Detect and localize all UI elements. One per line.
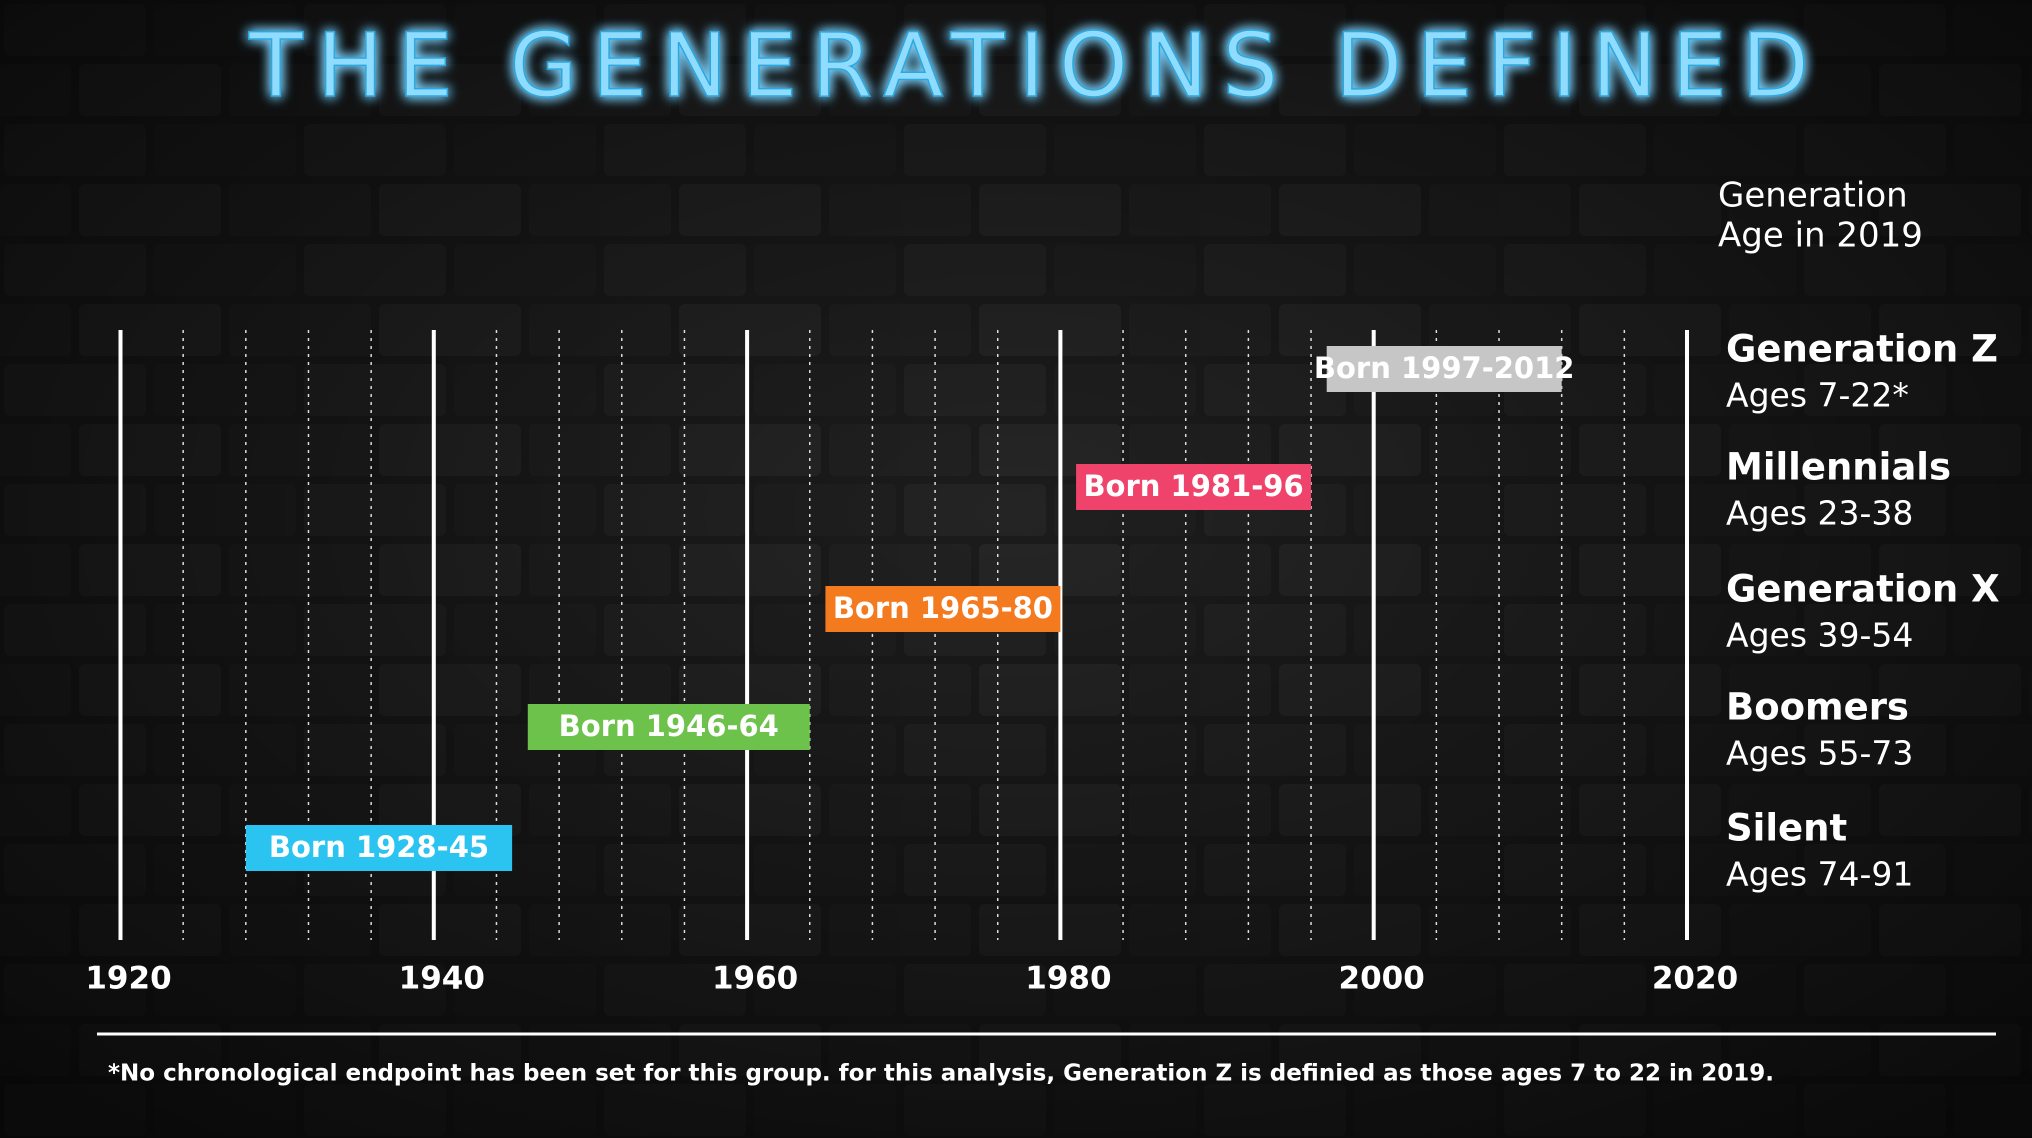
- age-label: Ages 55-73: [1726, 734, 1913, 773]
- legend-header: Age in 2019: [1718, 216, 1923, 256]
- bar: [1076, 464, 1312, 510]
- plot: 1920 1940 1960 1980 2000 2020 Born 1997-2012 Ge…: [85, 328, 1999, 997]
- category-label: Millennials: [1726, 446, 1951, 489]
- category-label: Boomers: [1726, 686, 1909, 729]
- category-label: Silent: [1726, 807, 1847, 850]
- age-label: Ages 39-54: [1726, 616, 1913, 655]
- x-tick-label: 1920: [85, 961, 171, 997]
- x-tick-label: 1960: [712, 961, 798, 997]
- footnote: *No chronological endpoint has been set …: [108, 1061, 1774, 1087]
- chart-title: THE GENERATIONS DEFINED: [248, 14, 1809, 117]
- bar: [527, 704, 810, 750]
- bar-label: Born 1981-96: [1083, 469, 1303, 503]
- x-tick-label: 2000: [1339, 961, 1425, 997]
- bar-label: Born 1946-64: [559, 709, 779, 743]
- bar: [825, 586, 1061, 632]
- age-label: Ages 23-38: [1726, 494, 1913, 533]
- legend-header: Generation: [1718, 176, 1908, 216]
- x-tick-label: 1980: [1025, 961, 1111, 997]
- category-label: Generation Z: [1726, 328, 1998, 371]
- bar-label: Born 1928-45: [269, 830, 489, 864]
- bar: [1326, 346, 1562, 392]
- age-label: Ages 7-22*: [1726, 376, 1909, 415]
- bar-label: Born 1997-2012: [1314, 351, 1575, 385]
- x-tick-label: 2020: [1652, 961, 1738, 997]
- category-label: Generation X: [1726, 568, 2000, 611]
- bar-label: Born 1965-80: [833, 591, 1053, 625]
- bar: [245, 825, 513, 871]
- x-tick-label: 1940: [399, 961, 485, 997]
- age-label: Ages 74-91: [1726, 855, 1913, 894]
